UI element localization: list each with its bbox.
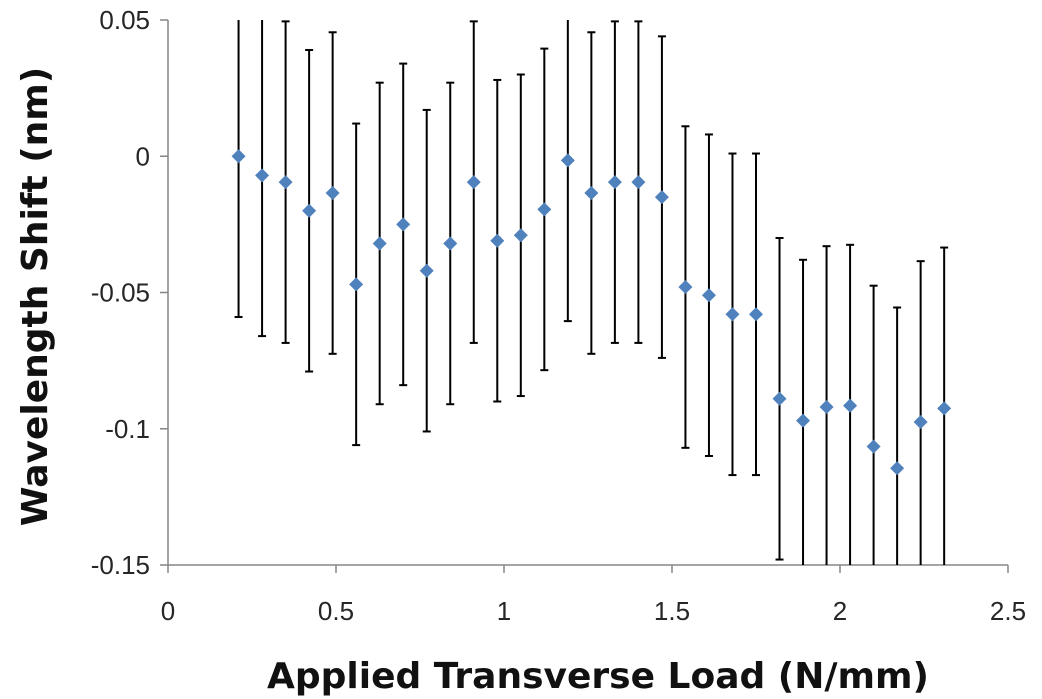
data-point-marker — [607, 175, 622, 190]
error-bars — [234, 20, 949, 565]
data-point-marker — [537, 202, 552, 217]
data-point-marker — [725, 307, 740, 322]
data-point-marker — [396, 217, 411, 232]
data-point-marker — [890, 461, 905, 476]
x-axis-ticks: 0 0.5 1 1.5 2 2.5 — [161, 565, 1026, 626]
data-point-marker — [419, 263, 434, 278]
plot-area: 0.05 0 -0.05 -0.1 -0.15 0 0.5 1 1.5 2 2.5 — [91, 5, 1026, 626]
y-tick-label: 0 — [136, 141, 150, 171]
error-bar — [799, 258, 808, 565]
data-point-marker — [349, 277, 364, 292]
error-bar — [916, 260, 925, 565]
data-point-marker — [372, 236, 387, 251]
y-tick-label: -0.1 — [105, 414, 150, 444]
data-point-marker — [513, 228, 528, 243]
data-point-marker — [866, 439, 881, 454]
x-tick-label: 2 — [833, 596, 847, 626]
data-point-marker — [631, 175, 646, 190]
data-point-marker — [302, 203, 317, 218]
x-tick-label: 0.5 — [318, 596, 354, 626]
x-axis-title: Applied Transverse Load (N/mm) — [267, 656, 929, 697]
error-bar — [563, 20, 572, 323]
data-markers — [231, 149, 952, 476]
data-point-marker — [749, 307, 763, 322]
y-axis-ticks: 0.05 0 -0.05 -0.1 -0.15 — [91, 5, 168, 580]
y-tick-label: -0.15 — [91, 550, 150, 580]
data-point-marker — [490, 233, 505, 248]
data-point-marker — [466, 175, 481, 190]
y-tick-label: 0.05 — [99, 5, 150, 35]
data-point-marker — [654, 190, 669, 205]
y-axis-title: Wavelength Shift (nm) — [15, 67, 56, 526]
error-bar — [893, 306, 902, 565]
data-point-marker — [255, 168, 270, 183]
error-bar — [869, 284, 878, 565]
error-bar — [234, 20, 243, 319]
data-point-marker — [584, 186, 599, 201]
x-tick-label: 1.5 — [654, 596, 690, 626]
x-tick-label: 1 — [497, 596, 511, 626]
data-point-marker — [772, 391, 787, 406]
data-point-marker — [701, 288, 716, 303]
data-point-marker — [937, 401, 952, 416]
data-point-marker — [843, 398, 858, 413]
data-point-marker — [231, 149, 246, 164]
data-point-marker — [819, 399, 834, 414]
data-point-marker — [678, 280, 693, 295]
data-point-marker — [325, 186, 340, 201]
y-tick-label: -0.05 — [91, 278, 150, 308]
data-point-marker — [560, 153, 575, 168]
x-tick-label: 0 — [161, 596, 175, 626]
data-point-marker — [913, 414, 928, 429]
data-point-marker — [796, 413, 811, 428]
data-point-marker — [278, 175, 293, 190]
x-tick-label: 2.5 — [990, 596, 1026, 626]
data-point-marker — [443, 236, 458, 251]
